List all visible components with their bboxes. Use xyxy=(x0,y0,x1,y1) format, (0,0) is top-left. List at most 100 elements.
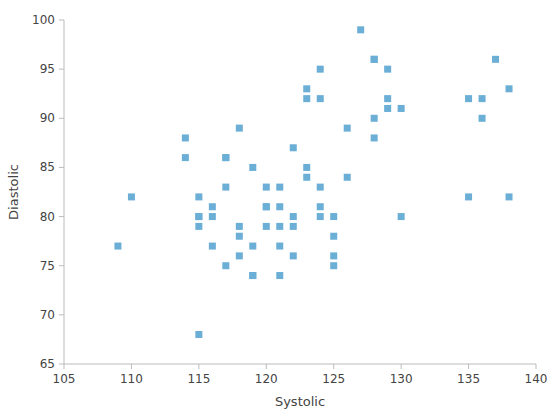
x-tick-label: 130 xyxy=(390,372,413,386)
point xyxy=(371,115,378,122)
point xyxy=(479,115,486,122)
point xyxy=(330,213,337,220)
point xyxy=(195,213,202,220)
point xyxy=(222,262,229,269)
point xyxy=(182,154,189,161)
point xyxy=(222,154,229,161)
y-axis: 65 70 75 80 85 90 95 100 xyxy=(32,13,64,371)
y-tick-label: 75 xyxy=(40,259,55,273)
points xyxy=(114,26,512,338)
point xyxy=(506,85,513,92)
x-tick-label: 115 xyxy=(187,372,210,386)
y-tick-label: 95 xyxy=(40,62,55,76)
point xyxy=(398,105,405,112)
y-tick xyxy=(59,20,64,21)
chart: 1051101151201251301351406570758085909510… xyxy=(0,0,560,420)
point xyxy=(236,125,243,132)
point xyxy=(263,184,270,191)
point xyxy=(249,272,256,279)
y-tick-label: 100 xyxy=(32,13,55,27)
point xyxy=(290,144,297,151)
x-tick xyxy=(333,364,334,369)
y-tick-label: 70 xyxy=(40,308,55,322)
x-tick xyxy=(401,364,402,369)
point xyxy=(317,213,324,220)
point xyxy=(344,125,351,132)
point xyxy=(276,243,283,250)
point xyxy=(209,203,216,210)
point xyxy=(195,331,202,338)
point xyxy=(276,272,283,279)
point xyxy=(222,184,229,191)
x-tick-label: 135 xyxy=(457,372,480,386)
point xyxy=(209,243,216,250)
point xyxy=(195,213,202,220)
x-tick xyxy=(131,364,132,369)
point xyxy=(506,193,513,200)
y-axis-label: Diastolic xyxy=(6,164,21,220)
y-tick-label: 90 xyxy=(40,111,55,125)
point xyxy=(303,85,310,92)
point xyxy=(276,184,283,191)
point xyxy=(465,95,472,102)
point xyxy=(398,213,405,220)
x-axis: 105110115120125130135140 xyxy=(53,364,548,386)
point xyxy=(249,243,256,250)
x-tick xyxy=(198,364,199,369)
point xyxy=(128,193,135,200)
x-tick xyxy=(266,364,267,369)
y-tick xyxy=(59,265,64,266)
point xyxy=(276,223,283,230)
point xyxy=(222,154,229,161)
point xyxy=(236,223,243,230)
y-tick xyxy=(59,69,64,70)
point xyxy=(492,56,499,63)
point xyxy=(236,252,243,259)
point xyxy=(384,66,391,73)
point xyxy=(249,272,256,279)
y-tick xyxy=(59,118,64,119)
point xyxy=(249,164,256,171)
y-tick-label: 85 xyxy=(40,160,55,174)
point xyxy=(330,233,337,240)
x-tick-label: 105 xyxy=(53,372,76,386)
point xyxy=(303,95,310,102)
point xyxy=(384,105,391,112)
point xyxy=(263,203,270,210)
point xyxy=(195,223,202,230)
y-tick-label: 80 xyxy=(40,210,55,224)
y-tick xyxy=(59,216,64,217)
point xyxy=(371,134,378,141)
point xyxy=(330,262,337,269)
point xyxy=(236,233,243,240)
point xyxy=(479,95,486,102)
point xyxy=(317,95,324,102)
y-tick xyxy=(59,314,64,315)
point xyxy=(317,66,324,73)
y-tick xyxy=(59,364,64,365)
x-tick xyxy=(536,364,537,369)
point xyxy=(209,213,216,220)
point xyxy=(114,243,121,250)
point xyxy=(330,252,337,259)
point xyxy=(357,26,364,33)
point xyxy=(317,203,324,210)
y-tick xyxy=(59,167,64,168)
x-axis-line xyxy=(64,364,536,365)
point xyxy=(290,213,297,220)
y-axis-line xyxy=(64,20,65,364)
point xyxy=(290,223,297,230)
point xyxy=(317,184,324,191)
point xyxy=(371,56,378,63)
x-tick xyxy=(64,364,65,369)
x-tick-label: 140 xyxy=(525,372,548,386)
point xyxy=(182,134,189,141)
point xyxy=(384,95,391,102)
point xyxy=(465,193,472,200)
point xyxy=(344,174,351,181)
point xyxy=(263,203,270,210)
y-tick-label: 65 xyxy=(40,357,55,371)
point xyxy=(303,164,310,171)
point xyxy=(290,252,297,259)
point xyxy=(276,203,283,210)
